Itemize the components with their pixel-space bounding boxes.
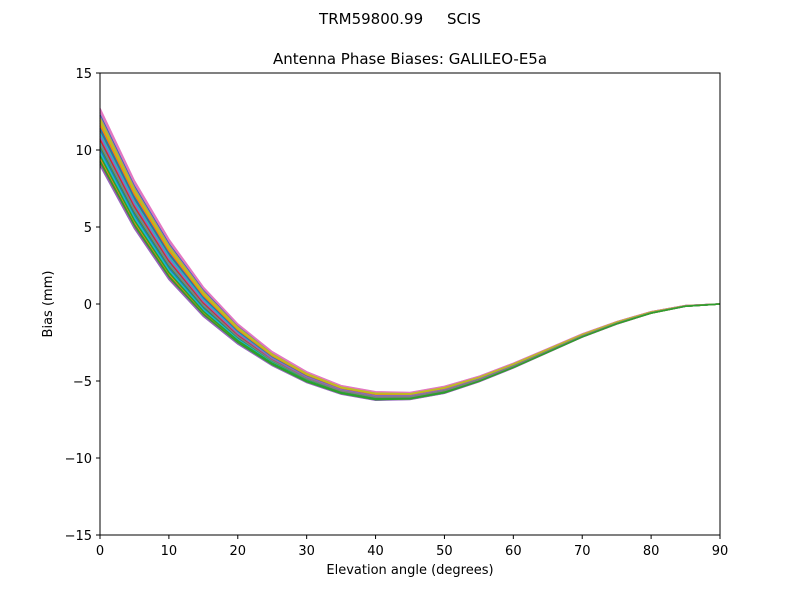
azimuth-curve (99, 130, 721, 397)
y-tick-label: −15 (65, 529, 92, 544)
x-tick-label: 30 (298, 544, 315, 559)
y-tick-label: −5 (73, 375, 92, 390)
azimuth-curve (99, 137, 721, 397)
azimuth-curve (99, 143, 721, 398)
chart-suptitle: TRM59800.99 SCIS (318, 10, 481, 28)
azimuth-curve (99, 134, 721, 397)
azimuth-curve (99, 142, 721, 398)
x-tick-label: 60 (505, 544, 522, 559)
x-tick-label: 70 (574, 544, 591, 559)
x-axis-label: Elevation angle (degrees) (326, 563, 493, 578)
azimuth-curve (99, 140, 721, 398)
azimuth-curve (99, 116, 721, 395)
x-tick-label: 20 (230, 544, 247, 559)
chart-title: Antenna Phase Biases: GALILEO-E5a (273, 50, 547, 68)
azimuth-curve (99, 122, 721, 396)
azimuth-curve (99, 139, 721, 398)
azimuth-curve (99, 127, 721, 396)
azimuth-curve (99, 112, 721, 394)
y-tick-label: 10 (75, 144, 92, 159)
y-axis-label: Bias (mm) (41, 271, 56, 338)
y-tick-label: −10 (65, 452, 92, 467)
azimuth-curve (99, 111, 721, 394)
x-tick-label: 90 (712, 544, 729, 559)
x-axis-ticks: 0 10 20 30 40 50 60 70 80 90 (96, 535, 728, 559)
y-tick-label: 5 (84, 221, 92, 236)
x-tick-label: 80 (643, 544, 660, 559)
x-tick-label: 0 (96, 544, 104, 559)
azimuth-curve (99, 160, 721, 401)
azimuth-curve (99, 108, 721, 394)
y-axis-ticks: −15 −10 −5 0 5 10 15 (65, 67, 100, 544)
azimuth-curve (99, 129, 721, 396)
x-tick-label: 40 (367, 544, 384, 559)
azimuth-curve (99, 119, 721, 395)
x-tick-label: 10 (161, 544, 178, 559)
y-tick-label: 0 (84, 298, 92, 313)
azimuth-curve (99, 124, 721, 396)
plot-lines (99, 108, 721, 402)
azimuth-curve (99, 109, 721, 394)
azimuth-curve (99, 114, 721, 395)
azimuth-curve (99, 132, 721, 397)
x-tick-label: 50 (436, 544, 453, 559)
y-tick-label: 15 (75, 67, 92, 82)
azimuth-curve (99, 121, 721, 395)
azimuth-curve (99, 125, 721, 396)
azimuth-curve (99, 117, 721, 395)
azimuth-curve (99, 135, 721, 397)
